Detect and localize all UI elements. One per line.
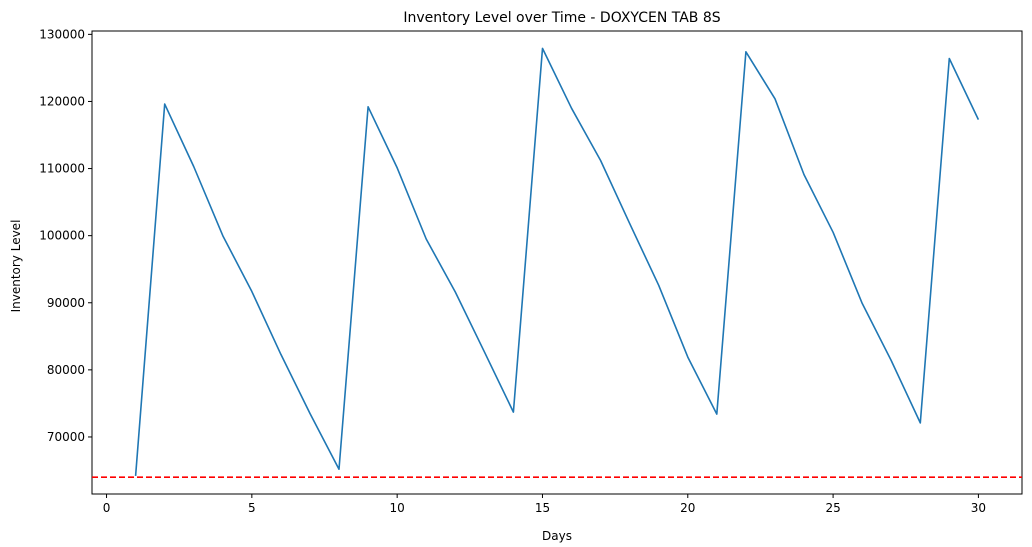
chart-title: Inventory Level over Time - DOXYCEN TAB … xyxy=(403,10,720,26)
y-tick-label: 100000 xyxy=(39,229,85,243)
y-tick-label: 120000 xyxy=(39,94,85,108)
y-tick-label: 90000 xyxy=(47,296,85,310)
y-tick-label: 110000 xyxy=(39,162,85,176)
y-axis-label: Inventory Level xyxy=(9,220,23,313)
x-tick-label: 5 xyxy=(248,501,256,515)
plot-frame xyxy=(91,30,1023,495)
series-group xyxy=(134,47,980,476)
y-axis: 70000 80000 90000 100000 110000 120000 130000 xyxy=(39,27,92,444)
x-tick-label: 30 xyxy=(971,501,986,515)
x-tick-label: 15 xyxy=(535,501,550,515)
x-tick-label: 10 xyxy=(390,501,405,515)
x-axis: 0 5 10 15 20 25 30 xyxy=(103,494,986,515)
x-tick-label: 25 xyxy=(825,501,840,515)
series-line xyxy=(134,47,980,476)
y-tick-label: 80000 xyxy=(47,363,85,377)
y-tick-label: 70000 xyxy=(47,430,85,444)
x-tick-label: 20 xyxy=(680,501,695,515)
x-tick-label: 0 xyxy=(103,501,111,515)
x-axis-label: Days xyxy=(542,529,572,543)
y-tick-label: 130000 xyxy=(39,27,85,41)
